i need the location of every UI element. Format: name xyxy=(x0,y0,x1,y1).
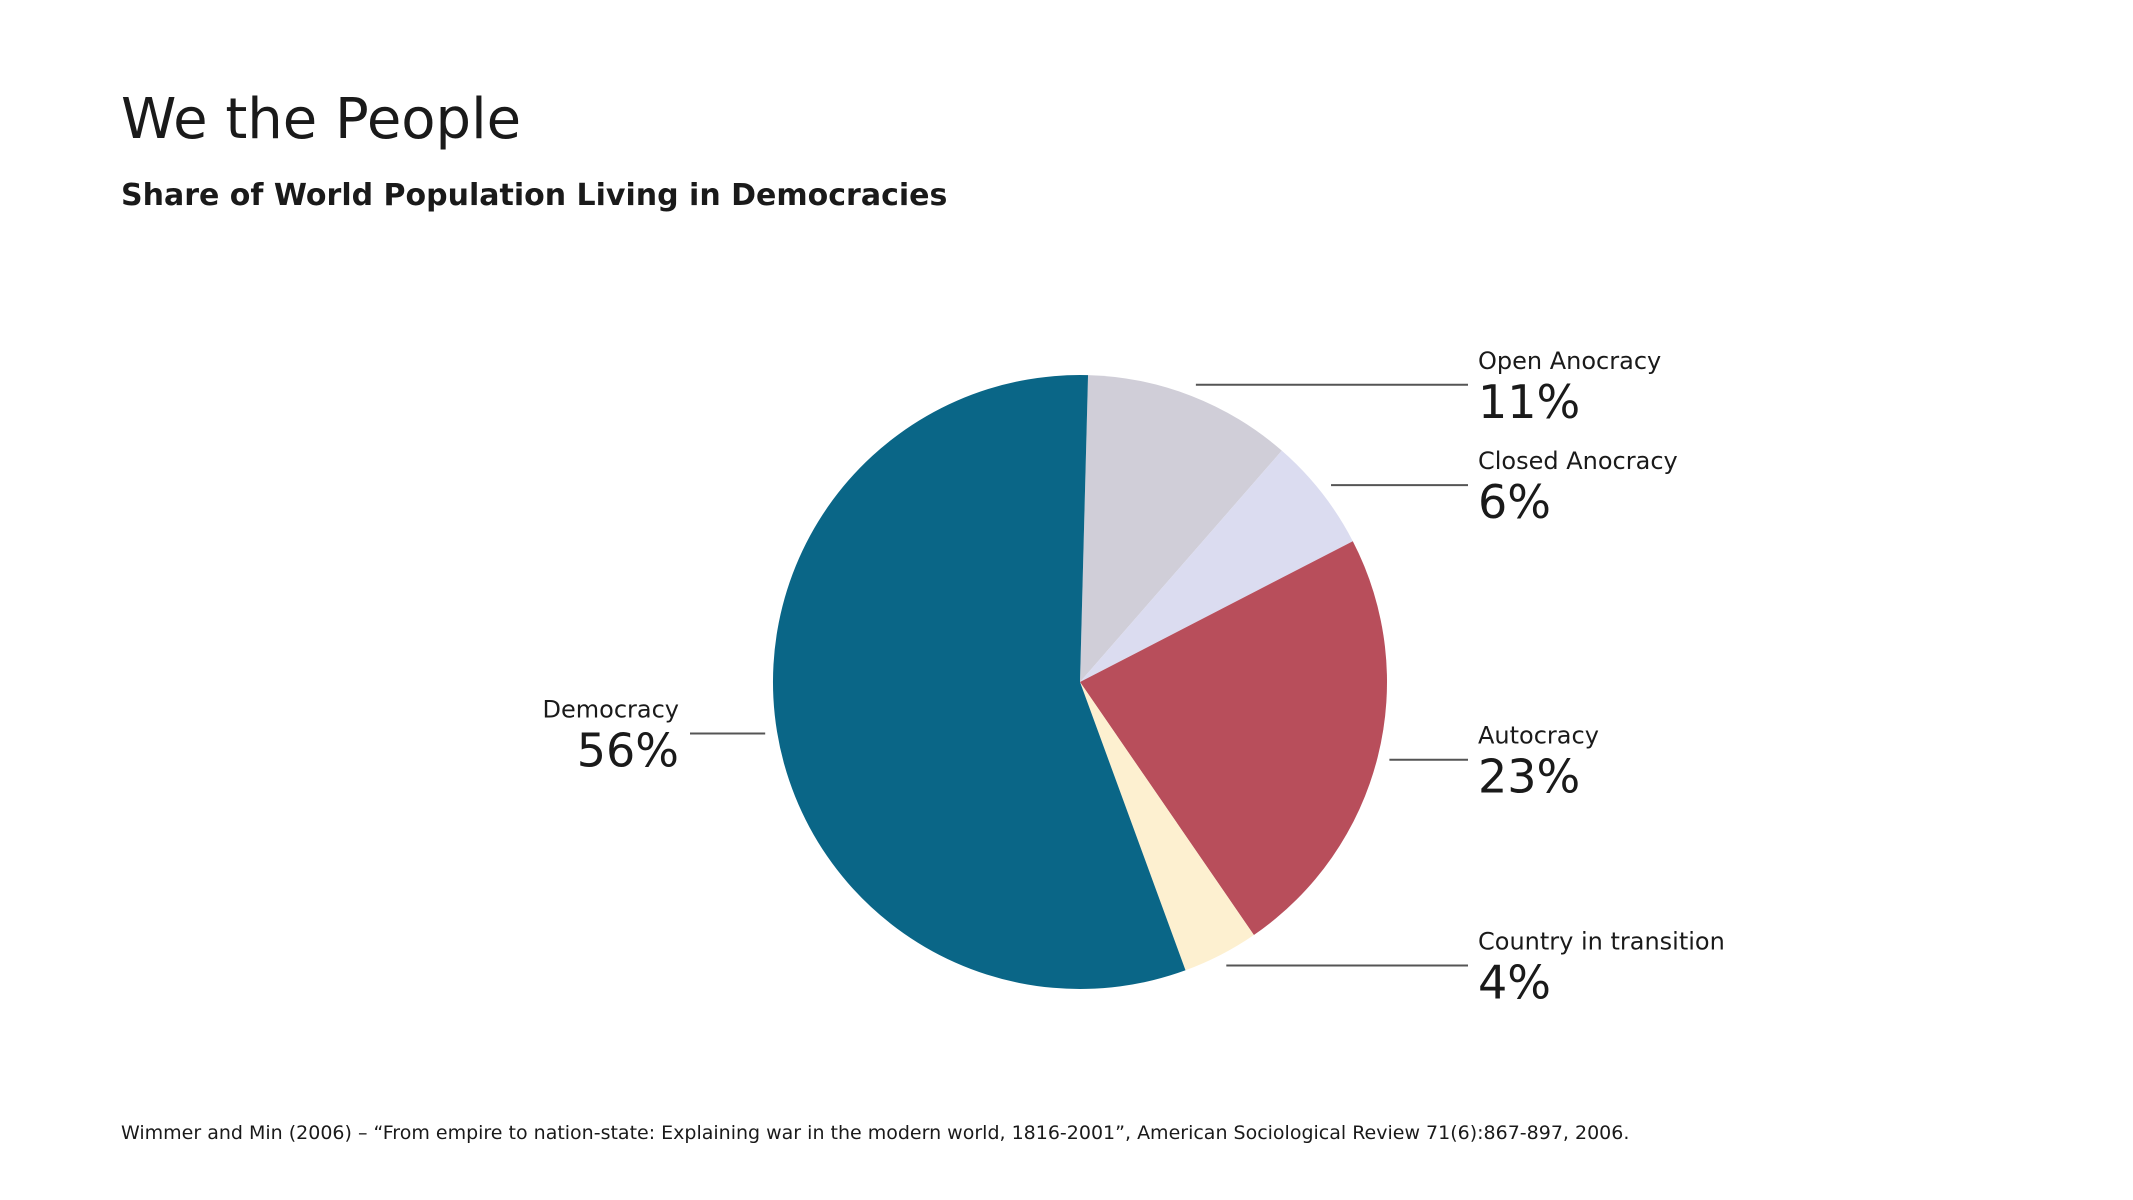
chart-title: We the People xyxy=(121,87,522,152)
slice-label-country-in-transition: Country in transition xyxy=(1478,927,1725,955)
slice-value-autocracy: 23% xyxy=(1478,750,1580,804)
slice-value-democracy: 56% xyxy=(577,724,679,778)
pie-slice-democracy xyxy=(772,375,1186,990)
slice-label-open-anocracy: Open Anocracy xyxy=(1478,347,1661,375)
slice-value-country-in-transition: 4% xyxy=(1478,955,1551,1009)
source-note: Wimmer and Min (2006) – “From empire to … xyxy=(121,1122,1630,1144)
slice-label-closed-anocracy: Closed Anocracy xyxy=(1478,447,1678,475)
pie-slice-country-in-transition xyxy=(1080,682,1254,971)
slice-value-open-anocracy: 11% xyxy=(1478,375,1580,429)
chart-subtitle: Share of World Population Living in Demo… xyxy=(121,178,948,213)
slice-label-autocracy: Autocracy xyxy=(1478,722,1599,750)
pie-slice-open-anocracy xyxy=(1080,375,1282,682)
pie-slice-closed-anocracy xyxy=(1080,450,1353,682)
slice-value-closed-anocracy: 6% xyxy=(1478,475,1551,529)
slice-label-democracy: Democracy xyxy=(543,696,679,724)
pie-slices xyxy=(772,375,1388,990)
leader-lines xyxy=(690,383,1468,967)
pie-slice-autocracy xyxy=(1080,541,1388,936)
